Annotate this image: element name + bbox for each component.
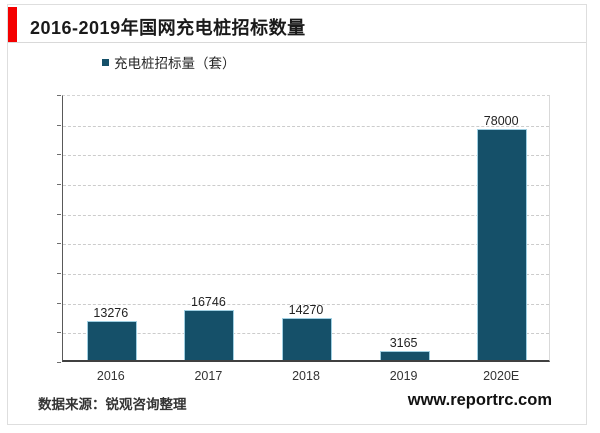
x-tick-label: 2016 (96, 369, 125, 383)
gridline (63, 214, 549, 216)
y-tick-mark (57, 302, 61, 304)
bar-2020E (477, 129, 528, 360)
gridline (63, 155, 549, 157)
bar-2017 (184, 310, 235, 360)
bar-value-label: 14270 (288, 303, 324, 317)
bar-value-label: 13276 (93, 306, 129, 320)
x-tick-label: 2017 (194, 369, 223, 383)
y-tick-mark (57, 243, 61, 245)
plot-area (62, 95, 550, 362)
y-tick-mark (57, 124, 61, 126)
y-tick-mark (57, 213, 61, 215)
y-tick-mark (57, 95, 61, 96)
y-tick-mark (57, 332, 61, 334)
y-tick-mark (57, 362, 61, 363)
title-divider (8, 42, 586, 43)
gridline (63, 303, 549, 305)
gridline (63, 244, 549, 246)
legend-swatch-icon (102, 58, 109, 66)
x-tick-label: 2020E (483, 369, 520, 383)
data-source-text: 数据来源：锐观咨询整理 (38, 397, 187, 412)
bar-2016 (86, 321, 137, 360)
chart-legend: 充电桩招标量（套） (102, 53, 236, 71)
gridline (63, 125, 549, 127)
gridline (63, 185, 549, 186)
x-tick-label: 2018 (292, 369, 320, 383)
y-tick-mark (57, 273, 61, 274)
bar-value-label: 3165 (389, 336, 418, 350)
title-accent-bar (8, 7, 17, 43)
bar-value-label: 78000 (483, 114, 519, 128)
x-tick-label: 2019 (389, 369, 418, 383)
bar-value-label: 16746 (191, 295, 226, 309)
website-watermark: www.reportrc.com (407, 391, 552, 409)
legend-label: 充电桩招标量（套） (114, 56, 236, 71)
y-tick-mark (57, 184, 61, 185)
y-tick-mark (57, 154, 61, 156)
gridline (63, 274, 549, 275)
bar-2019 (379, 351, 430, 360)
page-title: 2016-2019年国网充电桩招标数量 (30, 18, 306, 38)
bar-2018 (282, 318, 332, 360)
